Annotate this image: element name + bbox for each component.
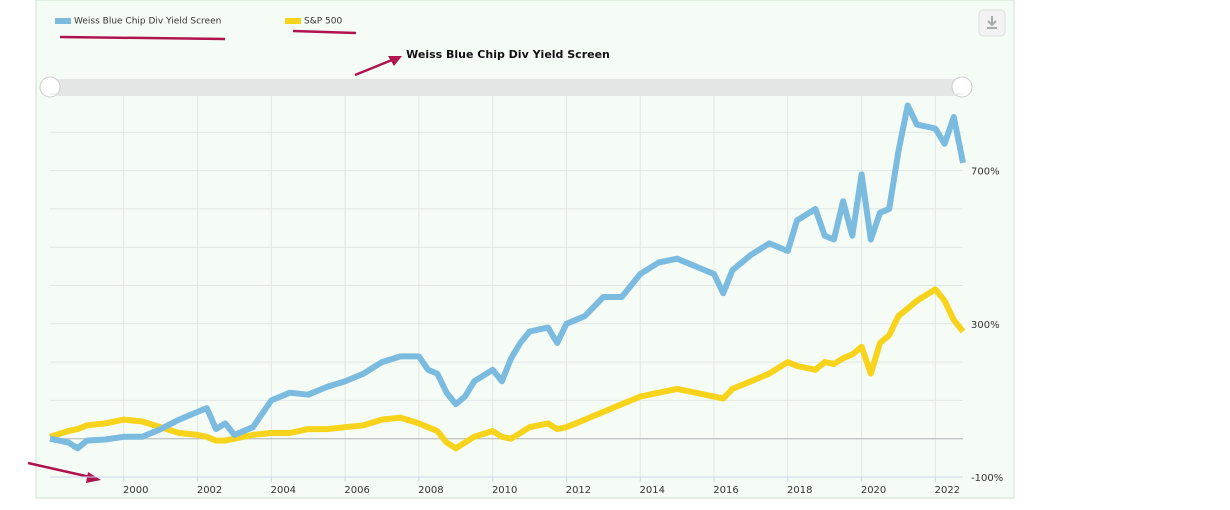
x-tick-label: 2014 — [639, 485, 664, 496]
series-line — [49, 286, 966, 452]
arrowhead — [388, 56, 402, 66]
chart-title: Weiss Blue Chip Div Yield Screen — [406, 48, 610, 61]
x-tick-label: 2008 — [418, 485, 443, 496]
x-tick-label: 2004 — [271, 485, 296, 496]
annotations — [27, 29, 402, 483]
y-tick-label: 300% — [971, 320, 1000, 331]
download-icon — [987, 16, 997, 29]
navigator — [39, 76, 973, 98]
legend-label[interactable]: S&P 500 — [304, 17, 342, 27]
x-tick-label: 2000 — [123, 485, 148, 496]
chart-panel — [35, 0, 1015, 499]
navigator-handle[interactable] — [951, 76, 973, 98]
x-tick-label: 2018 — [787, 485, 812, 496]
underline — [292, 29, 357, 35]
legend-label[interactable]: Weiss Blue Chip Div Yield Screen — [74, 17, 221, 27]
navigator-track — [50, 79, 963, 96]
arrow — [27, 461, 91, 479]
legend: Weiss Blue Chip Div Yield Screen S&P 500 — [55, 17, 342, 27]
x-tick-label: 2016 — [713, 485, 738, 496]
x-tick-label: 2002 — [197, 485, 222, 496]
navigator-handle[interactable] — [39, 76, 61, 98]
x-tick-label: 2012 — [566, 485, 591, 496]
underline — [59, 35, 226, 41]
plot-area: 2000 2002 2004 2006 2008 2010 2012 2014 2016 2018… — [49, 93, 1003, 496]
download-button[interactable] — [978, 9, 1006, 37]
y-tick-label: 700% — [971, 167, 1000, 178]
y-tick-label: -100% — [971, 473, 1003, 484]
x-tick-label: 2006 — [344, 485, 369, 496]
x-tick-label: 2022 — [935, 485, 960, 496]
series-line — [49, 102, 966, 452]
legend-swatch — [55, 18, 71, 24]
x-tick-label: 2020 — [861, 485, 886, 496]
arrow — [354, 58, 393, 77]
legend-swatch — [285, 18, 301, 24]
x-tick-label: 2010 — [492, 485, 517, 496]
